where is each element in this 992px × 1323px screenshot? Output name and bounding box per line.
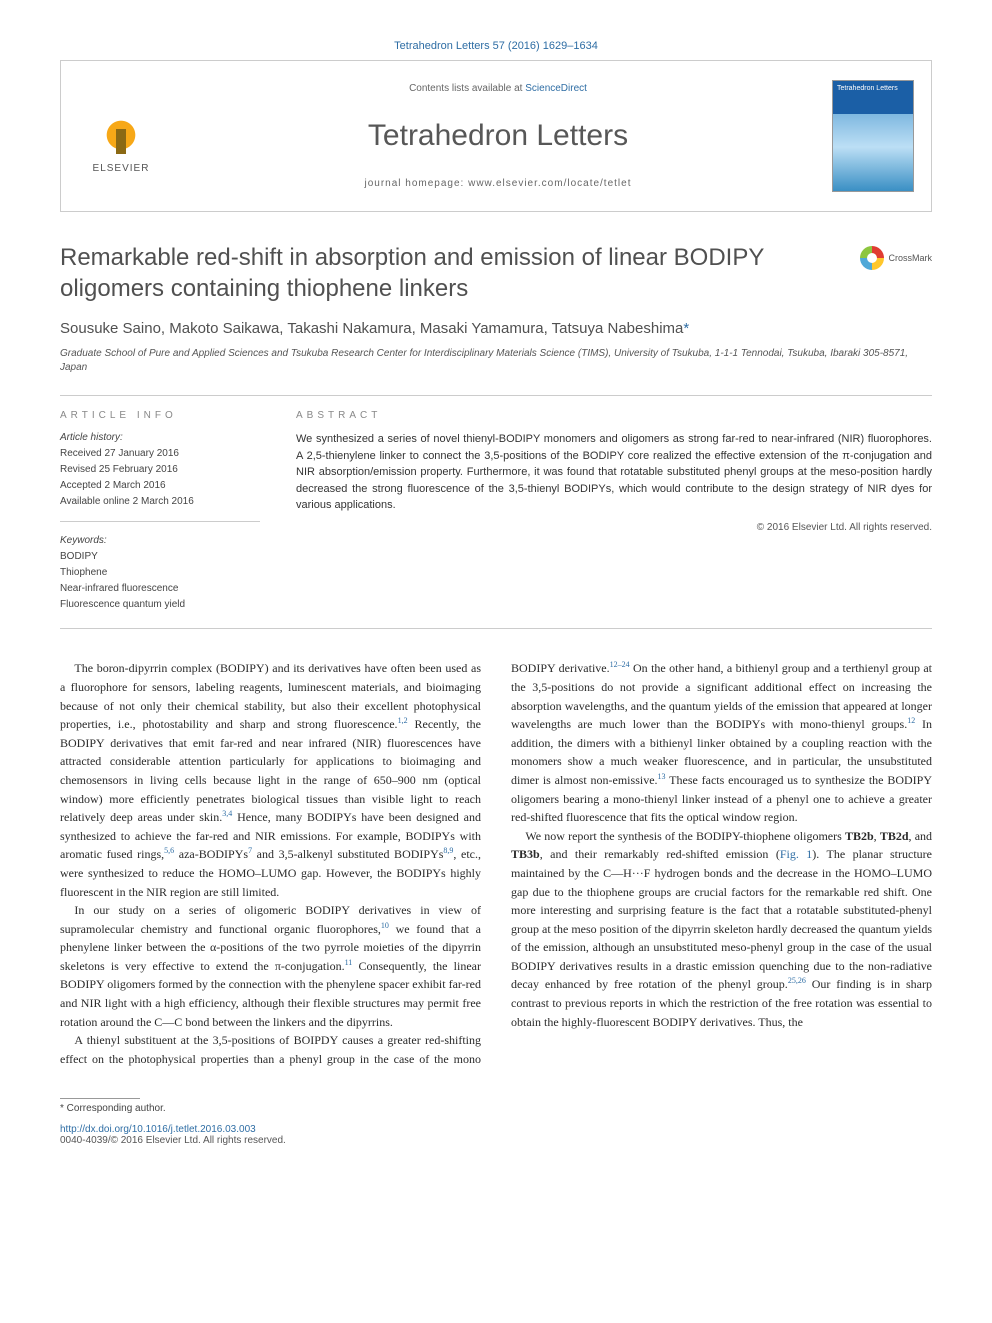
- abstract-copyright: © 2016 Elsevier Ltd. All rights reserved…: [296, 522, 932, 533]
- corresponding-mark: *: [683, 320, 689, 337]
- ref-link[interactable]: 3,4: [222, 809, 232, 818]
- body-span: ). The planar structure maintained by th…: [511, 847, 932, 991]
- corresponding-footnote: * Corresponding author.: [60, 1103, 932, 1114]
- keywords-label: Keywords:: [60, 534, 260, 548]
- abstract-text: We synthesized a series of novel thienyl…: [296, 431, 932, 514]
- ref-link[interactable]: 12–24: [610, 660, 630, 669]
- article-info-head: ARTICLE INFO: [60, 410, 260, 421]
- body-span: and 3,5-alkenyl substituted BODIPYs: [252, 847, 443, 861]
- author-line: Sousuke Saino, Makoto Saikawa, Takashi N…: [60, 320, 932, 337]
- contents-list-line: Contents lists available at ScienceDirec…: [409, 83, 587, 94]
- sciencedirect-link[interactable]: ScienceDirect: [525, 83, 587, 94]
- body-span: Recently, the BODIPY derivatives that em…: [60, 717, 481, 824]
- figure-link[interactable]: Fig. 1: [780, 847, 812, 861]
- crossmark-icon: [860, 246, 884, 270]
- ref-link[interactable]: 25,26: [788, 976, 806, 985]
- ref-link[interactable]: 8,9: [443, 846, 453, 855]
- author-names: Sousuke Saino, Makoto Saikawa, Takashi N…: [60, 320, 683, 337]
- footnote-text: Corresponding author.: [64, 1103, 166, 1114]
- ref-link[interactable]: 5,6: [164, 846, 174, 855]
- ref-link[interactable]: 13: [658, 772, 666, 781]
- body-paragraph: We now report the synthesis of the BODIP…: [511, 827, 932, 1032]
- compound-label: TB2d: [880, 829, 909, 843]
- history-label: Article history:: [60, 431, 260, 445]
- cover-thumb-title: Tetrahedron Letters: [837, 85, 898, 92]
- journal-header: ELSEVIER Contents lists available at Sci…: [60, 60, 932, 212]
- article-title: Remarkable red-shift in absorption and e…: [60, 242, 840, 304]
- info-divider: [60, 521, 260, 522]
- body-span: , and their remarkably red-shifted emiss…: [540, 847, 780, 861]
- keyword: Thiophene: [60, 566, 260, 580]
- footnote-rule: [60, 1098, 140, 1099]
- journal-name: Tetrahedron Letters: [368, 119, 628, 153]
- keyword: BODIPY: [60, 550, 260, 564]
- article-info-column: ARTICLE INFO Article history: Received 2…: [60, 396, 278, 628]
- affiliation: Graduate School of Pure and Applied Scie…: [60, 347, 932, 375]
- ref-link[interactable]: 1,2: [398, 716, 408, 725]
- publisher-logo-cell: ELSEVIER: [61, 61, 181, 211]
- issn-copyright: 0040-4039/© 2016 Elsevier Ltd. All right…: [60, 1135, 932, 1146]
- compound-label: TB2b: [845, 829, 874, 843]
- history-received: Received 27 January 2016: [60, 447, 260, 461]
- doi-link[interactable]: http://dx.doi.org/10.1016/j.tetlet.2016.…: [60, 1124, 932, 1135]
- publisher-label: ELSEVIER: [93, 163, 150, 174]
- journal-homepage: journal homepage: www.elsevier.com/locat…: [364, 178, 631, 189]
- elsevier-tree-icon: [91, 99, 151, 159]
- body-paragraph: In our study on a series of oligomeric B…: [60, 901, 481, 1031]
- history-online: Available online 2 March 2016: [60, 495, 260, 509]
- body-span: aza-BODIPYs: [174, 847, 248, 861]
- journal-cover-thumb: Tetrahedron Letters: [832, 80, 914, 192]
- contents-prefix: Contents lists available at: [409, 83, 525, 94]
- keyword: Near-infrared fluorescence: [60, 582, 260, 596]
- crossmark-label: CrossMark: [888, 253, 932, 263]
- ref-link[interactable]: 10: [381, 921, 389, 930]
- history-revised: Revised 25 February 2016: [60, 463, 260, 477]
- citation-line: Tetrahedron Letters 57 (2016) 1629–1634: [60, 40, 932, 52]
- body-span: , and: [909, 829, 933, 843]
- ref-link[interactable]: 12: [907, 716, 915, 725]
- keyword: Fluorescence quantum yield: [60, 598, 260, 612]
- abstract-head: ABSTRACT: [296, 410, 932, 421]
- body-span: We now report the synthesis of the BODIP…: [525, 829, 845, 843]
- body-paragraph: The boron-dipyrrin complex (BODIPY) and …: [60, 659, 481, 901]
- journal-cover-cell: Tetrahedron Letters: [815, 61, 931, 211]
- history-accepted: Accepted 2 March 2016: [60, 479, 260, 493]
- compound-label: TB3b: [511, 847, 540, 861]
- crossmark-badge[interactable]: CrossMark: [860, 246, 932, 270]
- abstract-column: ABSTRACT We synthesized a series of nove…: [278, 396, 932, 628]
- body-text: The boron-dipyrrin complex (BODIPY) and …: [60, 659, 932, 1068]
